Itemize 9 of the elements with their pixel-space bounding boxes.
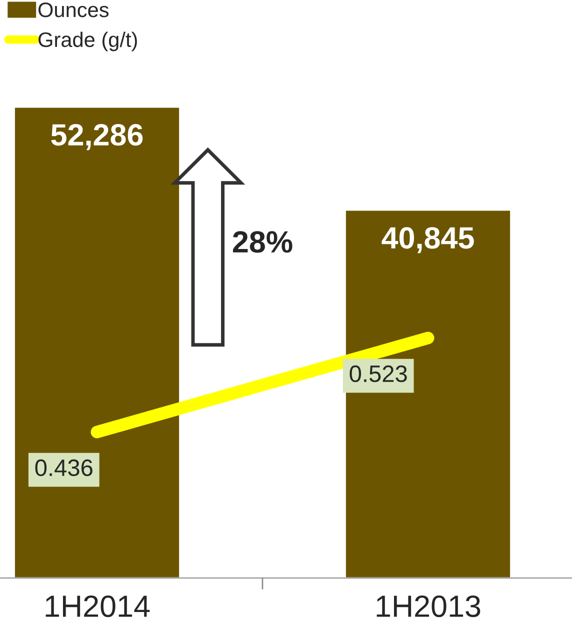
annotation: 28% (232, 231, 292, 253)
legend-label: Ounces (38, 2, 109, 18)
data-label: 0.523 (350, 365, 407, 382)
data-label: 0.436 (35, 459, 92, 476)
x-tick-label: 1H2014 (46, 595, 150, 618)
data-label: 52,286 (51, 124, 143, 150)
legend-label: Grade (g/t) (38, 32, 137, 52)
data-label: 40,845 (382, 227, 474, 254)
x-tick-label: 1H2013 (376, 595, 480, 618)
